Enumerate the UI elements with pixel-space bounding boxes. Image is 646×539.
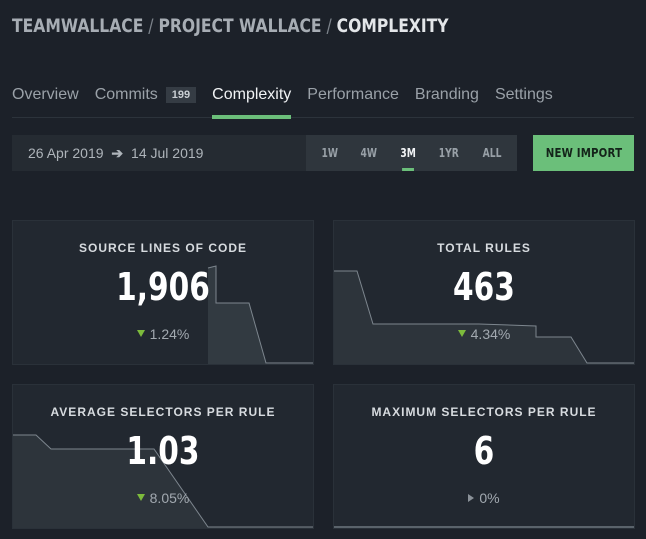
tab-settings[interactable]: Settings (495, 84, 553, 118)
sparkline-chart (207, 265, 313, 364)
metric-card-average-selectors[interactable]: AVERAGE SELECTORS PER RULE 1.03 8.05% (12, 384, 314, 529)
start-date: 26 Apr 2019 (28, 145, 104, 161)
sparkline-chart (13, 434, 313, 528)
card-title: TOTAL RULES (437, 241, 531, 255)
metric-card-source-lines[interactable]: SOURCE LINES OF CODE 1,906 1.24% (12, 220, 314, 365)
tab-performance[interactable]: Performance (307, 84, 399, 118)
delta-value: 1.24% (149, 326, 190, 342)
card-delta: 0% (334, 490, 634, 506)
tab-branding[interactable]: Branding (415, 84, 479, 118)
card-title: SOURCE LINES OF CODE (78, 241, 247, 255)
breadcrumb-team[interactable]: TEAMWALLACE (12, 15, 144, 37)
triangle-right-icon (468, 494, 475, 502)
tab-commits[interactable]: Commits 199 (94, 84, 197, 118)
tab-label: Performance (307, 86, 399, 103)
tab-label: Branding (414, 86, 479, 103)
triangle-down-icon (136, 494, 145, 501)
commits-count-badge: 199 (165, 87, 197, 103)
card-delta: 4.34% (334, 326, 634, 342)
card-value: 6 (473, 429, 495, 473)
date-range-bar: 26 Apr 2019 ➔ 14 Jul 2019 1W 4W 3M 1YR A… (12, 135, 517, 171)
new-import-button[interactable]: NEW IMPORT (533, 135, 634, 171)
breadcrumb-current: COMPLEXITY (336, 15, 449, 37)
sparkline-chart (334, 526, 634, 528)
date-range-picker[interactable]: 26 Apr 2019 ➔ 14 Jul 2019 (28, 135, 203, 171)
range-all-button[interactable]: ALL (482, 146, 502, 160)
card-value: 1,906 (116, 265, 210, 309)
end-date: 14 Jul 2019 (131, 145, 204, 161)
tab-label: Commits (94, 86, 158, 103)
breadcrumb-separator: / (148, 15, 154, 37)
new-import-label: NEW IMPORT (545, 146, 622, 160)
breadcrumb: TEAMWALLACE / PROJECT WALLACE / COMPLEXITY (12, 15, 449, 37)
range-3m-button[interactable]: 3M (400, 135, 416, 171)
range-4w-button[interactable]: 4W (360, 146, 378, 160)
tab-label: Overview (12, 86, 79, 103)
breadcrumb-separator: / (326, 15, 332, 37)
range-1yr-button[interactable]: 1YR (438, 146, 460, 160)
card-delta: 8.05% (13, 490, 313, 506)
tab-bar: Overview Commits 199 Complexity Performan… (12, 84, 634, 119)
card-title: MAXIMUM SELECTORS PER RULE (371, 405, 597, 419)
card-value: 1.03 (126, 429, 200, 473)
tab-overview[interactable]: Overview (12, 84, 79, 118)
sparkline-chart (334, 270, 634, 364)
card-title: AVERAGE SELECTORS PER RULE (50, 405, 276, 419)
delta-value: 0% (479, 490, 500, 506)
metric-card-maximum-selectors[interactable]: MAXIMUM SELECTORS PER RULE 6 0% (333, 384, 635, 529)
card-delta: 1.24% (13, 326, 313, 342)
delta-value: 8.05% (149, 490, 190, 506)
tab-complexity[interactable]: Complexity (212, 84, 292, 119)
triangle-down-icon (457, 330, 466, 337)
breadcrumb-project[interactable]: PROJECT WALLACE (158, 15, 322, 37)
tab-label: Settings (494, 86, 553, 103)
tab-label: Complexity (212, 86, 292, 103)
delta-value: 4.34% (470, 326, 511, 342)
range-1w-button[interactable]: 1W (321, 146, 338, 160)
card-value: 463 (453, 265, 515, 309)
range-selector: 1W 4W 3M 1YR ALL (306, 135, 517, 171)
arrow-right-icon: ➔ (111, 145, 124, 161)
metric-card-total-rules[interactable]: TOTAL RULES 463 4.34% (333, 220, 635, 365)
triangle-down-icon (136, 330, 145, 337)
